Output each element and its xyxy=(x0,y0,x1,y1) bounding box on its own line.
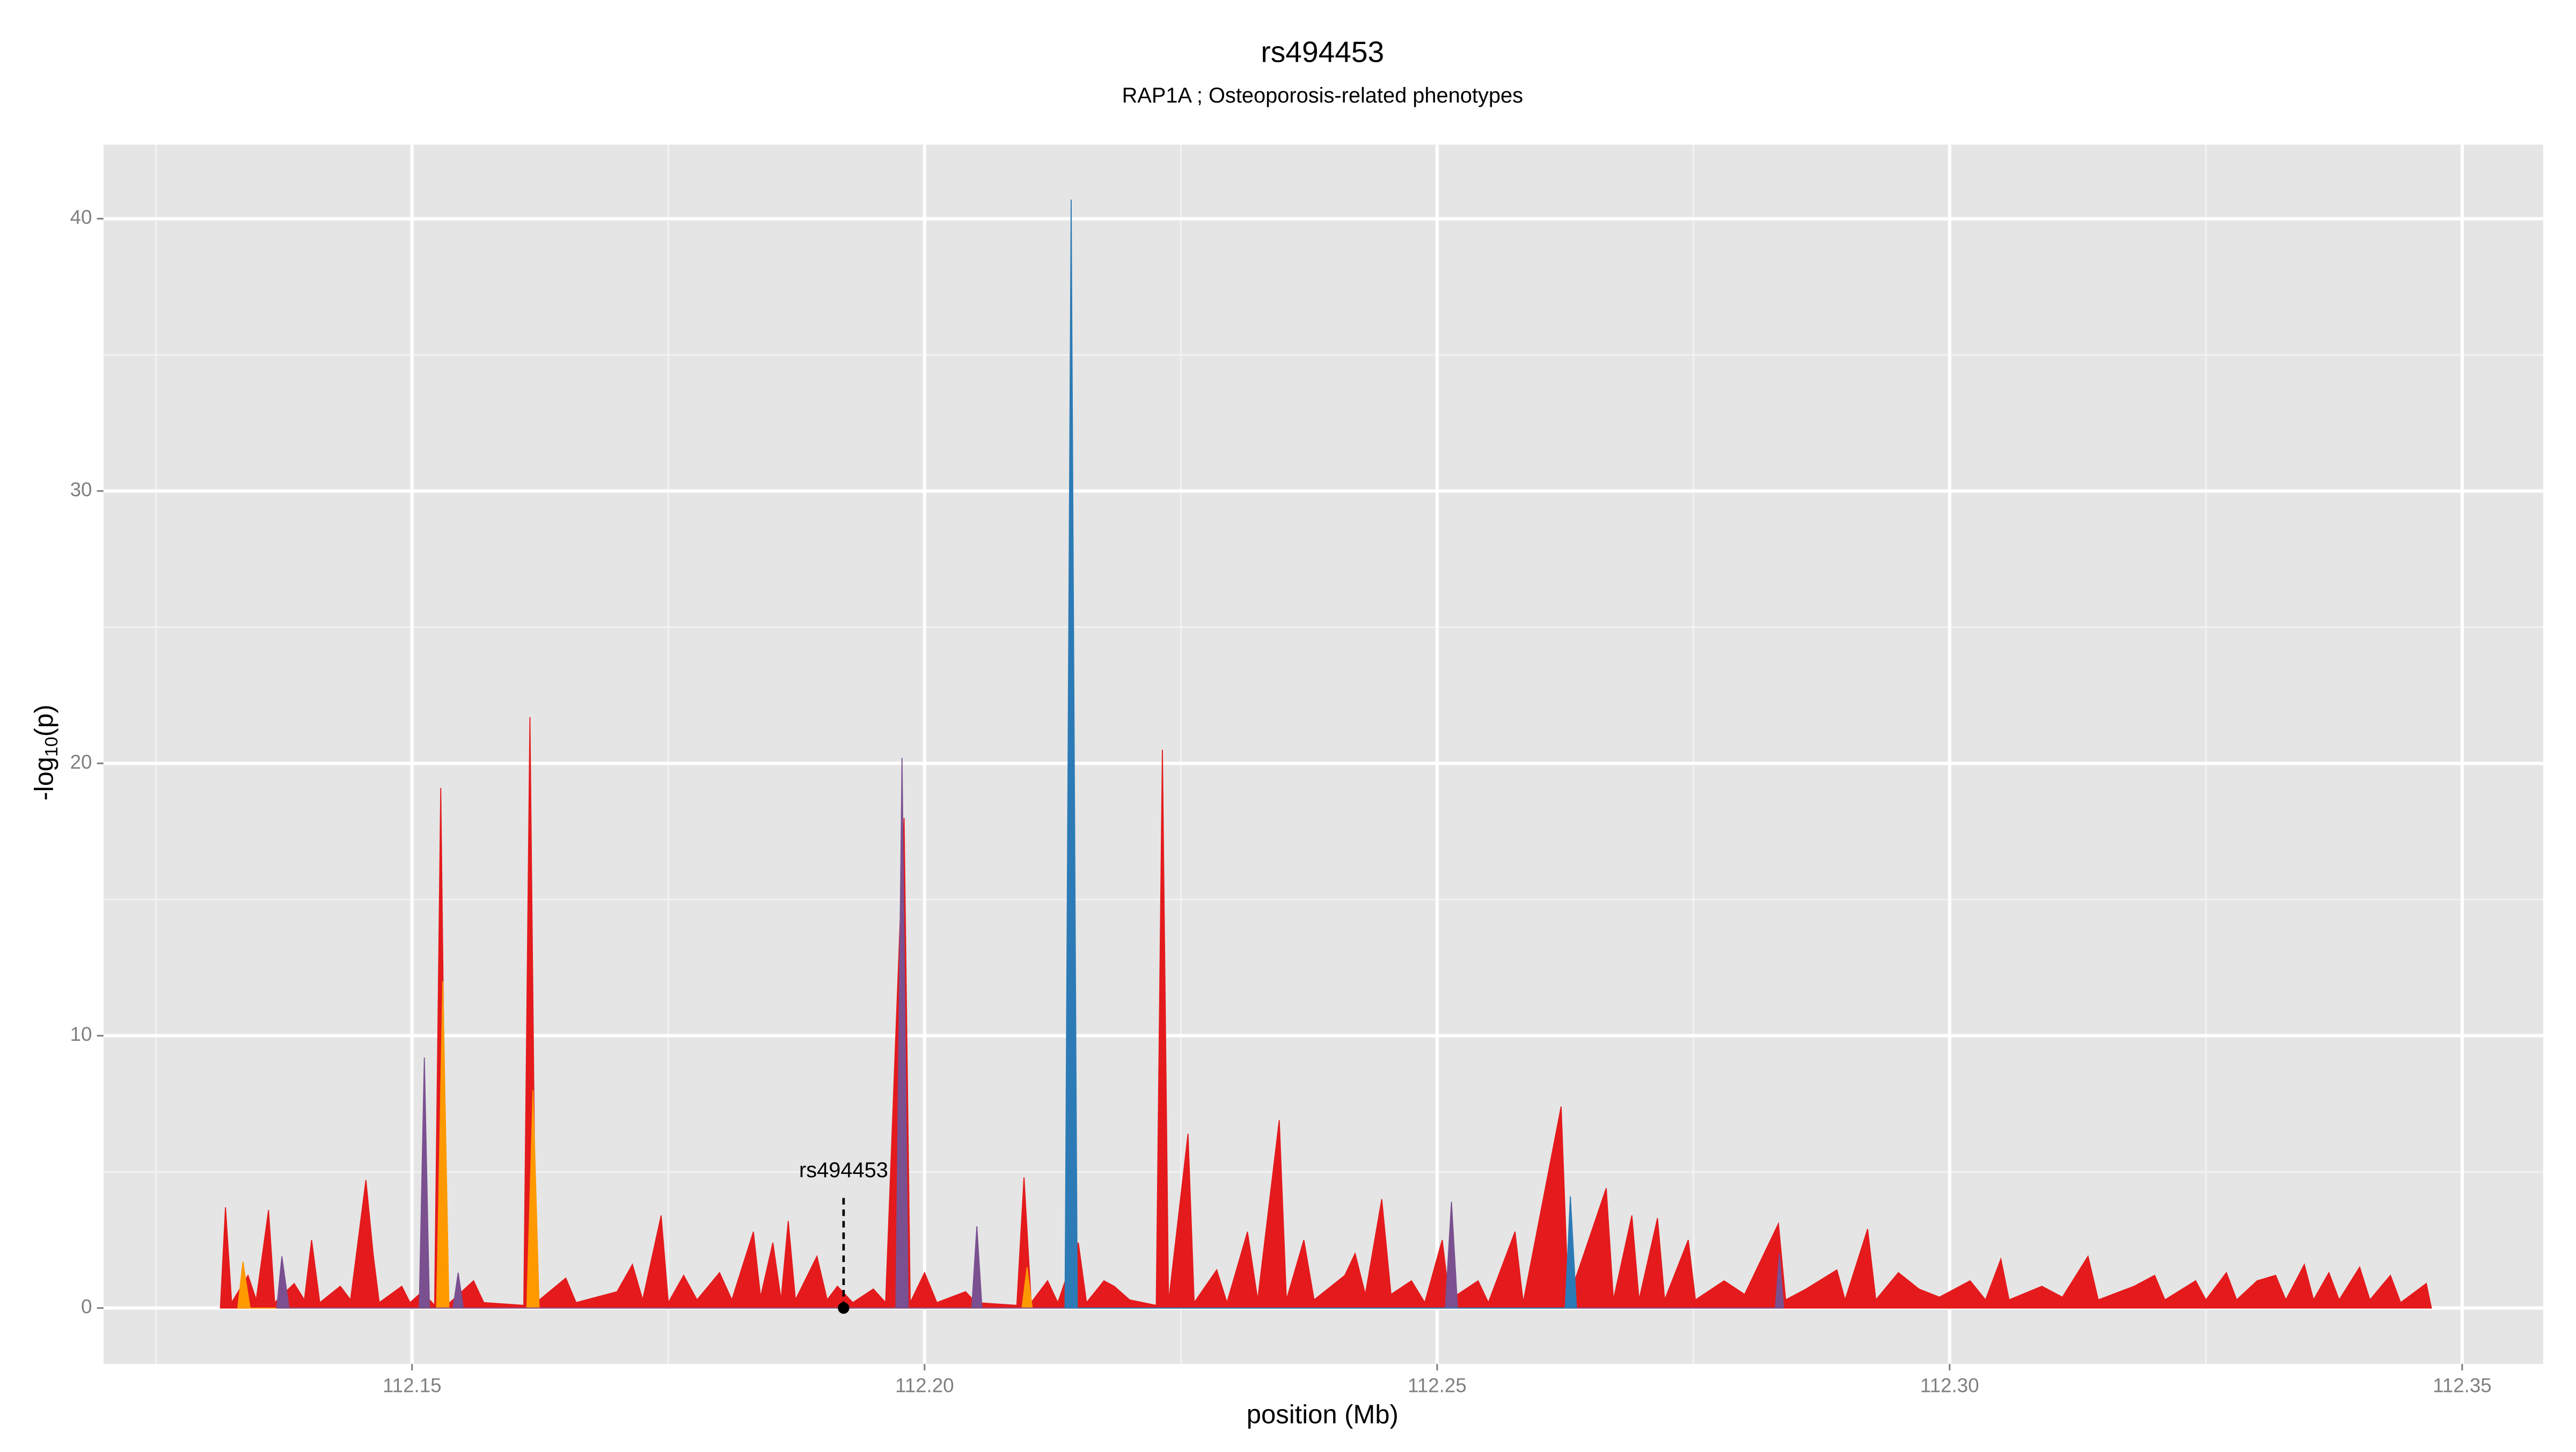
grid xyxy=(103,144,2543,1364)
area xyxy=(276,757,1784,1309)
y-label-end: (p) xyxy=(30,705,59,737)
x-tick-label: 112.35 xyxy=(2433,1374,2492,1396)
marks: rs494453 xyxy=(219,199,2432,1314)
plot-background xyxy=(103,144,2543,1364)
x-axis-label: position (Mb) xyxy=(1247,1400,1399,1429)
x-tick-label: 112.15 xyxy=(383,1374,442,1396)
y-tick-label: 10 xyxy=(70,1023,92,1045)
y-tick-label: 0 xyxy=(81,1296,92,1318)
chart-subtitle: RAP1A ; Osteoporosis-related phenotypes xyxy=(1122,84,1523,107)
y-label-sub: 10 xyxy=(42,736,62,756)
annotation-label: rs494453 xyxy=(799,1158,888,1182)
chart-title: rs494453 xyxy=(1261,35,1384,69)
x-tick-label: 112.30 xyxy=(1920,1374,1979,1396)
x-tick-label: 112.25 xyxy=(1408,1374,1467,1396)
y-label-main: -log xyxy=(30,757,59,801)
y-tick-label: 40 xyxy=(70,206,92,228)
y-tick-label: 20 xyxy=(70,751,92,773)
y-tick-label: 30 xyxy=(70,478,92,500)
annotation-point xyxy=(838,1302,850,1314)
x-tick-label: 112.20 xyxy=(895,1374,954,1396)
y-axis-label: -log10(p) xyxy=(30,705,62,801)
area xyxy=(1064,199,1577,1309)
